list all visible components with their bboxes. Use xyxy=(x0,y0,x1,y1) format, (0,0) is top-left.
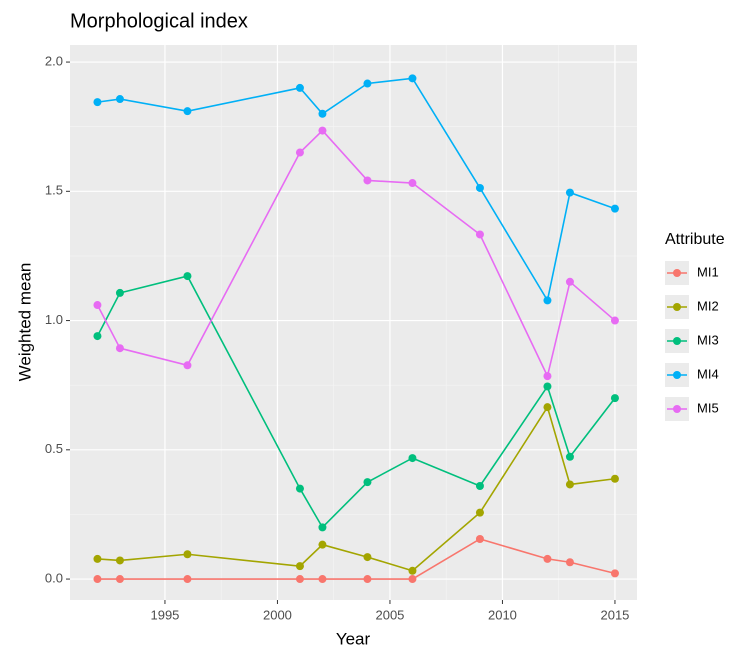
point xyxy=(295,575,304,584)
point xyxy=(318,575,327,584)
point xyxy=(318,540,327,549)
point xyxy=(543,372,552,381)
point xyxy=(543,554,552,563)
point xyxy=(408,74,417,83)
x-axis-title: Year xyxy=(336,629,371,648)
point xyxy=(408,454,417,463)
point xyxy=(318,126,327,135)
point xyxy=(183,575,192,584)
point xyxy=(115,95,124,104)
legend-label: MI2 xyxy=(697,298,719,313)
y-axis-title: Weighted mean xyxy=(15,263,34,382)
point xyxy=(565,188,574,197)
point xyxy=(295,83,304,92)
legend-point xyxy=(673,303,681,311)
point xyxy=(183,550,192,559)
x-tick-label: 2005 xyxy=(375,607,404,622)
point xyxy=(318,109,327,118)
point xyxy=(543,382,552,391)
point xyxy=(475,230,484,239)
y-tick-label: 1.5 xyxy=(45,183,63,198)
y-tick-label: 0.5 xyxy=(45,441,63,456)
point xyxy=(93,98,102,107)
point xyxy=(475,534,484,543)
point xyxy=(93,575,102,584)
legend-point xyxy=(673,337,681,345)
legend-point xyxy=(673,269,681,277)
point xyxy=(408,566,417,575)
point xyxy=(543,403,552,412)
point xyxy=(295,148,304,157)
point xyxy=(115,344,124,353)
point xyxy=(610,204,619,213)
point xyxy=(610,474,619,483)
point xyxy=(363,79,372,88)
point xyxy=(565,480,574,489)
point xyxy=(565,452,574,461)
point xyxy=(610,569,619,578)
legend-label: MI1 xyxy=(697,264,719,279)
point xyxy=(363,478,372,487)
y-tick-label: 1.0 xyxy=(45,312,63,327)
point xyxy=(408,575,417,584)
panel xyxy=(70,45,637,600)
point xyxy=(363,553,372,562)
point xyxy=(475,183,484,192)
point xyxy=(363,176,372,185)
point xyxy=(115,575,124,584)
point xyxy=(318,523,327,532)
point xyxy=(610,394,619,403)
legend-label: MI3 xyxy=(697,332,719,347)
x-tick-label: 1995 xyxy=(150,607,179,622)
point xyxy=(475,482,484,491)
marks xyxy=(93,74,619,584)
point xyxy=(543,296,552,305)
point xyxy=(363,575,372,584)
legend-point xyxy=(673,371,681,379)
x-tick-label: 2015 xyxy=(600,607,629,622)
point xyxy=(183,361,192,370)
point xyxy=(93,332,102,341)
point xyxy=(93,301,102,310)
point xyxy=(183,107,192,116)
legend-title: Attribute xyxy=(665,231,725,248)
point xyxy=(115,556,124,565)
point xyxy=(610,316,619,325)
chart-title: Morphological index xyxy=(70,10,248,32)
point xyxy=(295,562,304,571)
point xyxy=(475,508,484,517)
point xyxy=(93,554,102,563)
y-tick-label: 0.0 xyxy=(45,570,63,585)
x-tick-label: 2000 xyxy=(263,607,292,622)
legend-label: MI5 xyxy=(697,400,719,415)
legend-point xyxy=(673,405,681,413)
point xyxy=(565,558,574,567)
y-tick-label: 2.0 xyxy=(45,53,63,68)
x-tick-label: 2010 xyxy=(488,607,517,622)
point xyxy=(408,179,417,188)
point xyxy=(295,484,304,493)
point xyxy=(565,277,574,286)
point xyxy=(183,272,192,281)
legend-label: MI4 xyxy=(697,366,719,381)
point xyxy=(115,288,124,297)
